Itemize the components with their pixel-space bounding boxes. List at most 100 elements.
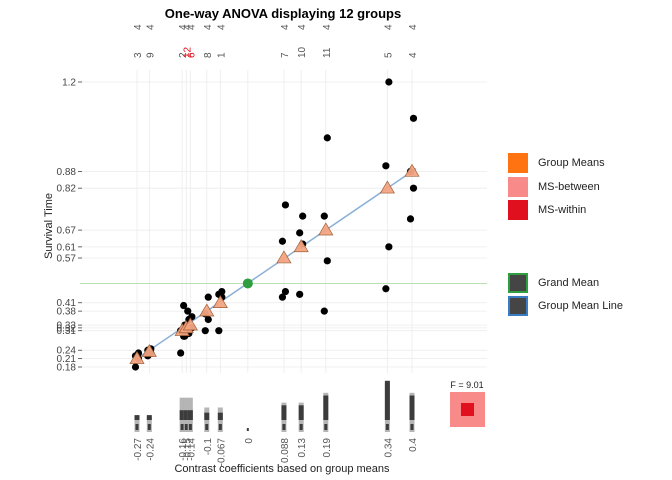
x-ticks: -0.27 -0.24 -0.16-0.15-0.14 -0.1 -0.067 0.088… <box>133 438 419 467</box>
chart-title: One-way ANOVA displaying 12 groups <box>165 6 401 21</box>
observation-point <box>299 212 307 220</box>
group-label: 1 <box>216 52 227 58</box>
group-n-label: 4 <box>203 24 214 30</box>
x-tick-label: -0.067 <box>216 438 227 467</box>
group-n-label: 4 <box>322 24 333 30</box>
x-tick-label: 0.088 <box>280 438 291 463</box>
ms-bar-dark <box>146 415 152 420</box>
y-tick-label: 0.67 <box>57 226 77 237</box>
y-tick-label: 0.41 <box>57 298 77 309</box>
x-tick-label: -0.27 <box>133 438 144 461</box>
x-axis-label: Contrast coefficients based on group mea… <box>174 463 390 475</box>
y-tick-label: 0.61 <box>57 242 77 253</box>
ms-bar-base <box>188 424 192 430</box>
observation-point <box>385 243 393 251</box>
observation-point <box>180 301 188 310</box>
group-mean-line-swatch <box>508 296 528 316</box>
x-tick-label: -0.15 <box>182 438 193 461</box>
y-tick-label: 0.38 <box>57 307 77 318</box>
group-label: 6 <box>186 52 197 58</box>
ms-between-swatch <box>508 177 528 197</box>
y-tick-label: 1.2 <box>62 78 76 89</box>
ms-bar-zero <box>246 428 249 431</box>
observation-point <box>281 201 290 209</box>
ms-bar-base <box>184 424 188 430</box>
observation-point <box>281 287 290 296</box>
legend-label: Group Means <box>538 157 605 169</box>
ms-bar-base <box>410 424 414 430</box>
group-mean-line-layer <box>130 167 417 364</box>
grand-mean-swatch <box>508 273 528 293</box>
x-tick-label: -0.24 <box>145 438 156 461</box>
ms-bar-dark <box>187 410 193 420</box>
group-mean-marker <box>404 163 420 177</box>
group-label: 11 <box>322 47 333 58</box>
observation-point <box>382 162 390 170</box>
x-tick-label: -0.16 <box>178 438 189 461</box>
observation-point <box>278 237 287 245</box>
observation-point <box>409 184 418 192</box>
ms-bar-dark <box>204 412 210 420</box>
ms-within-square <box>461 403 474 416</box>
group-mean-marker <box>182 317 198 331</box>
legend-item-group-means: Group Means <box>508 152 605 174</box>
group-label: 10 <box>297 46 308 58</box>
legend-item-ms-between: MS-between <box>508 176 600 198</box>
ms-bar-base <box>147 424 151 430</box>
group-label: 9 <box>145 52 156 58</box>
x-tick-label: 0 <box>244 438 255 444</box>
observation-point <box>204 315 212 324</box>
group-label: 4 <box>408 52 419 58</box>
group-mean-marker <box>276 250 292 264</box>
f-ratio-label: F = 9.01 <box>450 380 483 390</box>
group-n-label: 4 <box>178 24 189 30</box>
y-axis-label: Survival Time <box>43 193 55 259</box>
group-mean-marker <box>129 350 145 364</box>
legend-item-ms-within: MS-within <box>508 199 586 221</box>
legend-label: Group Mean Line <box>538 300 623 312</box>
ms-bar-base <box>205 424 209 430</box>
contrast-bars-layer <box>134 380 415 432</box>
group-n-label: 4 <box>408 24 419 30</box>
observation-point <box>385 78 393 86</box>
group-mean-line <box>130 167 417 364</box>
ms-bar-dark <box>179 410 185 420</box>
group-label: 5 <box>383 52 394 58</box>
group-n-label: 4 <box>145 24 156 30</box>
ms-bar-dark <box>298 405 304 420</box>
group-label: 8 <box>203 52 214 58</box>
x-tick-label: 0.19 <box>322 438 333 458</box>
ms-within-swatch <box>508 200 528 220</box>
legend-item-grand-mean: Grand Mean <box>508 272 599 294</box>
legend-label: Grand Mean <box>538 277 600 289</box>
observation-point <box>382 285 390 293</box>
ms-bar-dark <box>384 380 390 420</box>
group-n-label: 4 <box>133 24 144 30</box>
observation-point <box>320 307 328 315</box>
ms-bar-base <box>180 424 184 430</box>
observation-point <box>406 215 415 223</box>
y-tick-label: 0.18 <box>57 363 77 374</box>
x-tick-label: 0.13 <box>297 438 308 458</box>
observation-point <box>409 114 418 122</box>
observation-point <box>177 349 185 357</box>
group-n-label: 4 <box>297 24 308 30</box>
group-mean-marker <box>199 303 215 317</box>
y-tick-label: 0.21 <box>57 354 77 365</box>
ms-bar-dark <box>217 412 223 420</box>
ms-bar-base <box>135 424 139 430</box>
grand-mean-point <box>242 278 253 289</box>
observation-point <box>320 212 328 220</box>
ms-bar-dark <box>323 395 329 420</box>
x-tick-label: -0.14 <box>186 438 197 461</box>
x-tick-label: -0.1 <box>203 438 214 456</box>
group-mean-marker <box>379 180 395 194</box>
observation-point <box>323 257 331 265</box>
group-mean-marker <box>293 239 309 253</box>
y-tick-label: 0.82 <box>57 184 77 195</box>
observation-point <box>204 293 212 301</box>
group-means-swatch <box>508 153 528 173</box>
y-tick-label: 0.31 <box>57 326 77 337</box>
